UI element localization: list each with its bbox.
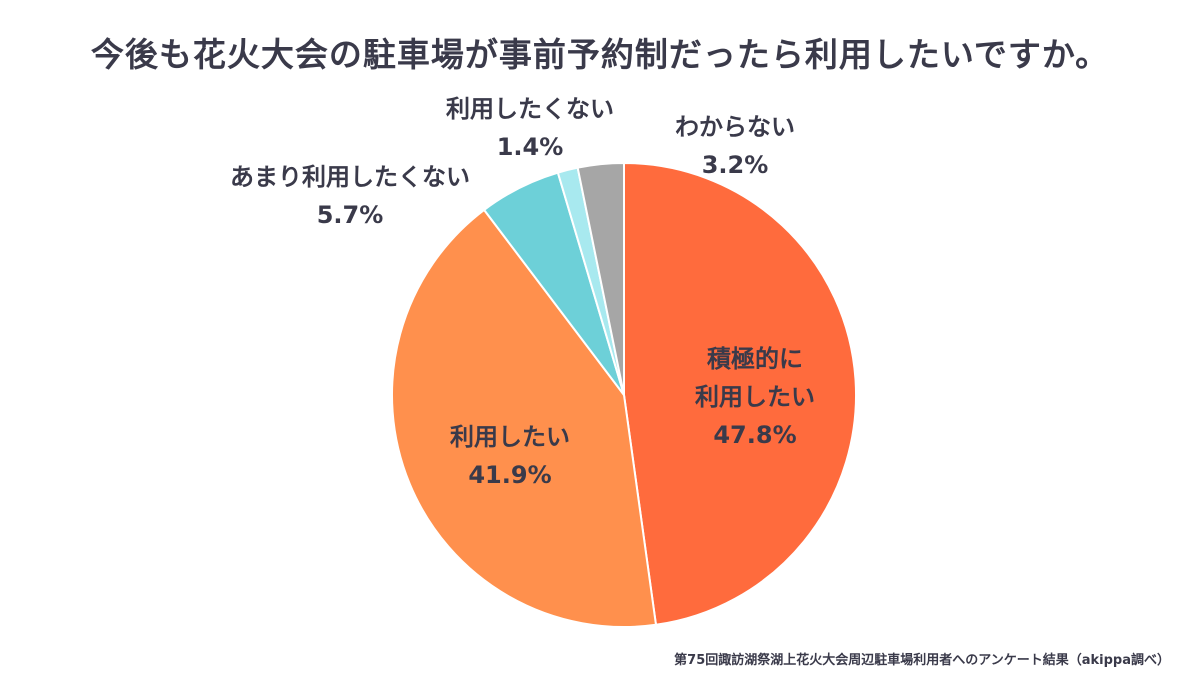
label-text-2: 利用したい bbox=[695, 383, 815, 411]
label-amari: あまり利用したくない 5.7% bbox=[210, 158, 490, 234]
pie-slice-1 bbox=[391, 208, 658, 628]
pie-slice-4 bbox=[576, 161, 625, 396]
source-note: 第75回諏訪湖祭湖上花火大会周辺駐車場利用者へのアンケート結果（akippa調べ… bbox=[674, 653, 1170, 668]
label-text: 利用したい bbox=[450, 423, 570, 451]
label-value: 47.8% bbox=[713, 421, 797, 449]
label-riyoushitakunai: 利用したくない 1.4% bbox=[420, 90, 640, 166]
chart-title: 今後も花火大会の駐車場が事前予約制だったら利用したいですか。 bbox=[90, 35, 1110, 74]
label-riyoushitai: 利用したい 41.9% bbox=[405, 418, 615, 494]
pie-slice-0 bbox=[623, 161, 858, 626]
label-value: 3.2% bbox=[701, 151, 769, 179]
label-text: あまり利用したくない bbox=[230, 163, 470, 191]
label-wakaranai: わからない 3.2% bbox=[640, 108, 830, 184]
label-text: わからない bbox=[675, 113, 795, 141]
label-text-1: 積極的に bbox=[707, 345, 803, 373]
label-value: 1.4% bbox=[496, 133, 564, 161]
label-value: 5.7% bbox=[316, 201, 384, 229]
label-text: 利用したくない bbox=[446, 95, 614, 123]
label-value: 41.9% bbox=[468, 461, 552, 489]
label-sekkyokuteki: 積極的に 利用したい 47.8% bbox=[650, 340, 860, 454]
